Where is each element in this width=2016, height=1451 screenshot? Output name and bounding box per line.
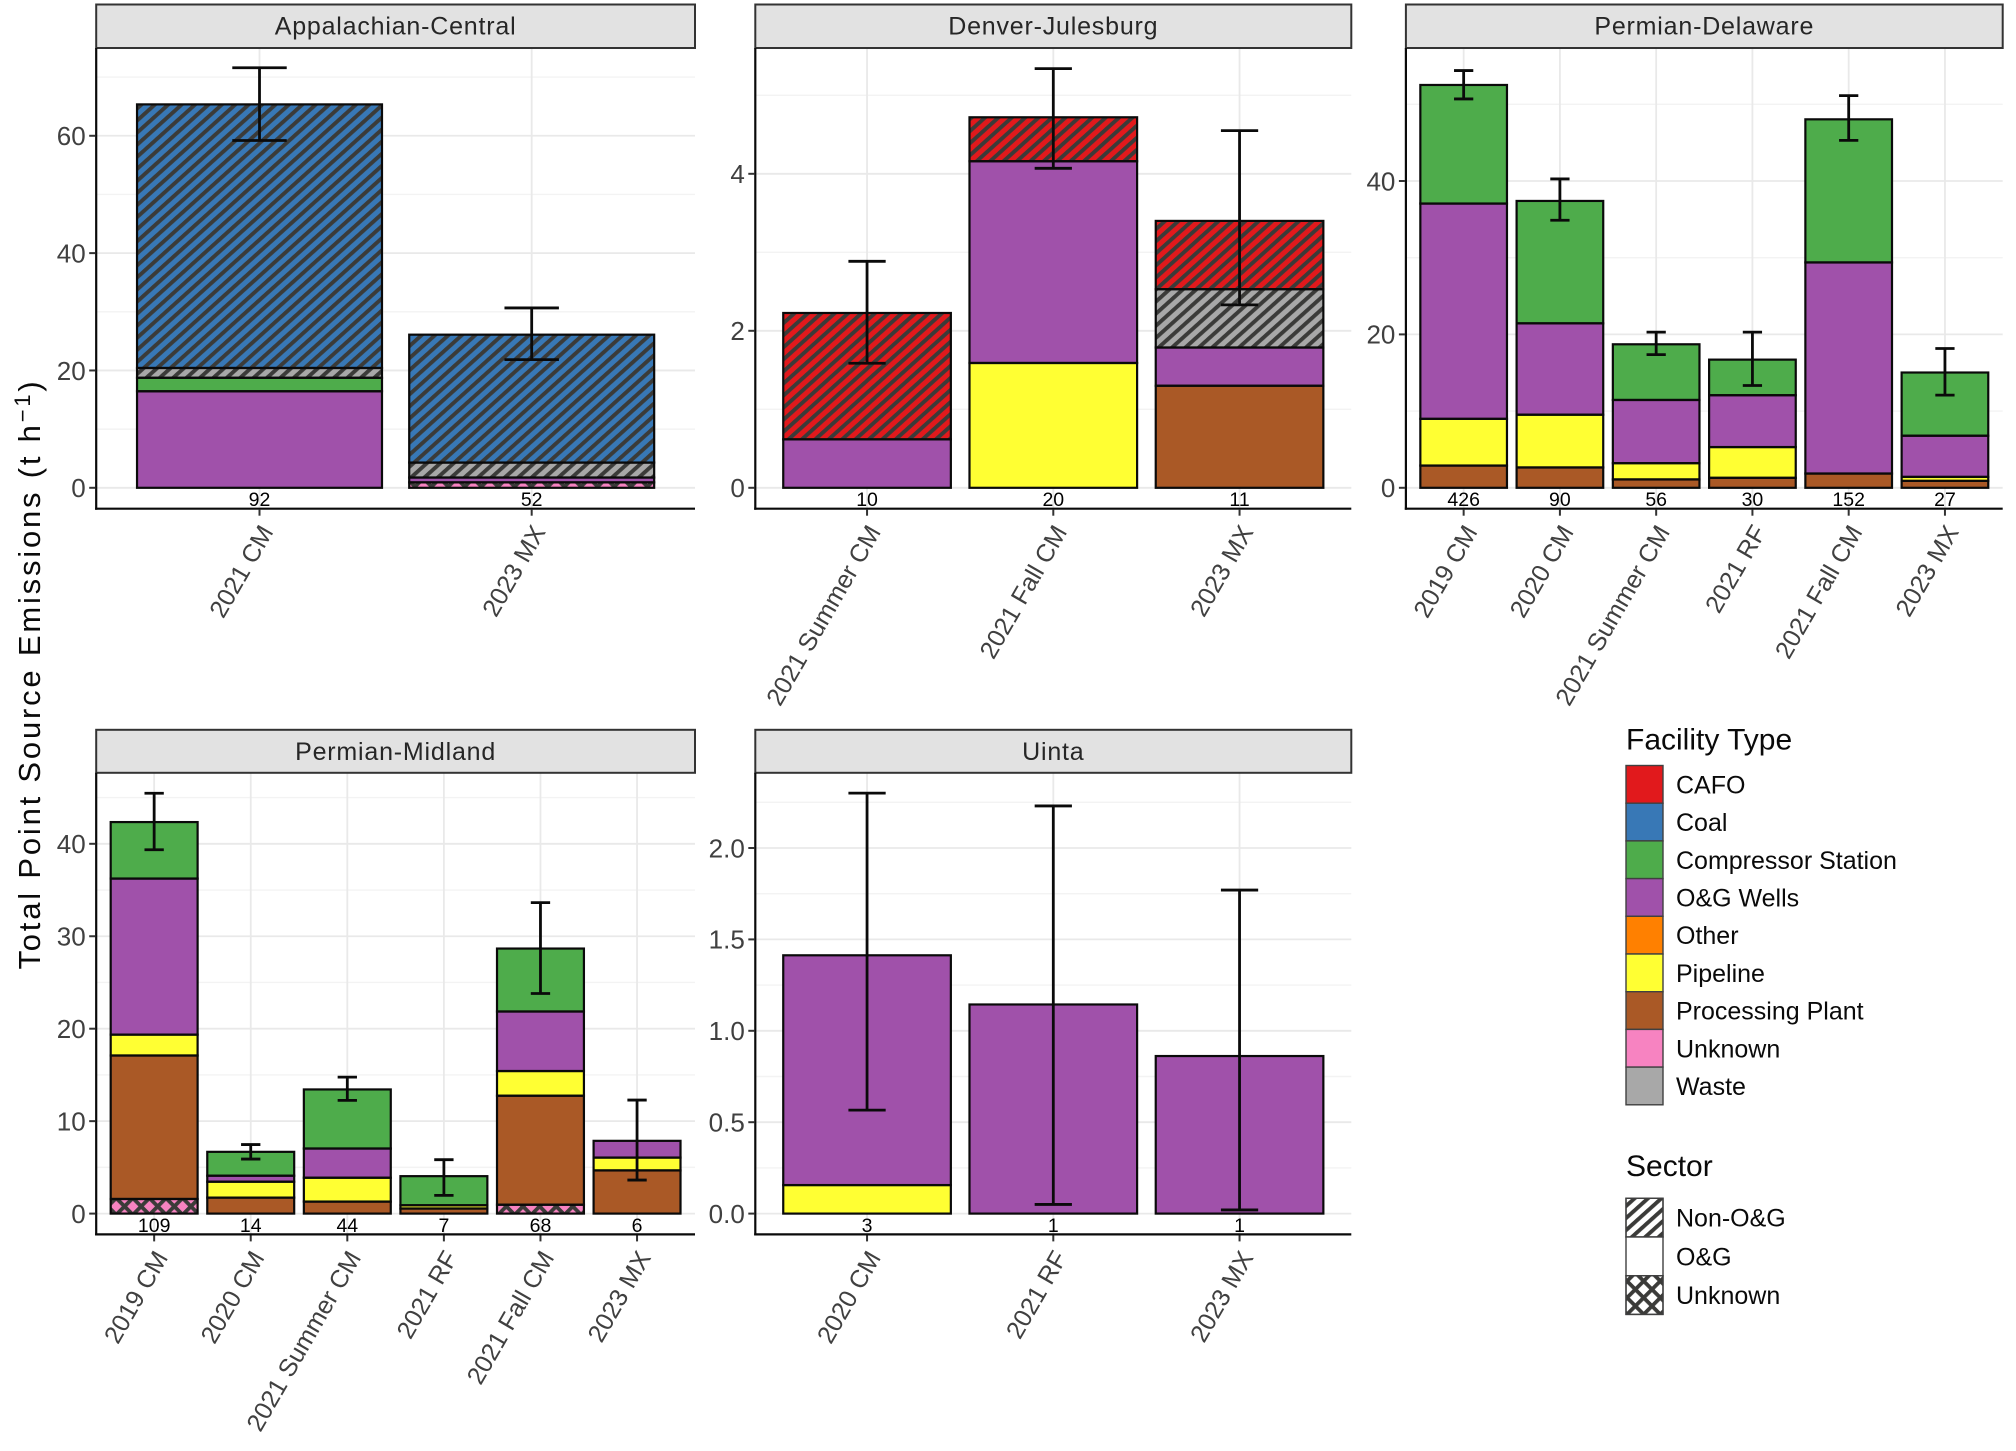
- svg-text:0.5: 0.5: [709, 1108, 745, 1138]
- svg-text:Unknown: Unknown: [1676, 1282, 1780, 1310]
- svg-text:Pipeline: Pipeline: [1676, 960, 1765, 988]
- svg-text:0: 0: [71, 473, 85, 503]
- svg-text:Coal: Coal: [1676, 809, 1727, 837]
- svg-text:20: 20: [1366, 320, 1395, 350]
- svg-text:426: 426: [1447, 489, 1480, 511]
- svg-text:20: 20: [57, 1014, 86, 1044]
- svg-text:0: 0: [71, 1199, 85, 1229]
- svg-text:44: 44: [336, 1215, 358, 1237]
- svg-text:Appalachian-Central: Appalachian-Central: [275, 13, 517, 41]
- svg-text:20: 20: [57, 356, 86, 386]
- svg-text:Facility Type: Facility Type: [1626, 723, 1792, 756]
- svg-text:0: 0: [730, 473, 744, 503]
- svg-text:68: 68: [530, 1215, 552, 1237]
- svg-text:11: 11: [1229, 489, 1249, 511]
- svg-text:30: 30: [57, 922, 86, 952]
- svg-text:Processing Plant: Processing Plant: [1676, 998, 1864, 1026]
- svg-text:90: 90: [1549, 489, 1571, 511]
- svg-text:40: 40: [57, 238, 86, 268]
- svg-text:40: 40: [1366, 166, 1395, 196]
- svg-text:O&G: O&G: [1676, 1243, 1732, 1271]
- svg-text:10: 10: [57, 1106, 86, 1136]
- svg-text:14: 14: [240, 1215, 262, 1237]
- svg-text:1: 1: [1234, 1215, 1245, 1237]
- svg-text:Unknown: Unknown: [1676, 1035, 1780, 1063]
- svg-text:40: 40: [57, 829, 86, 859]
- svg-text:7: 7: [438, 1215, 449, 1237]
- svg-text:92: 92: [249, 489, 271, 511]
- svg-text:0: 0: [1381, 473, 1395, 503]
- svg-text:52: 52: [521, 489, 543, 511]
- svg-text:1: 1: [1048, 1215, 1059, 1237]
- svg-text:30: 30: [1742, 489, 1764, 511]
- svg-text:CAFO: CAFO: [1676, 771, 1745, 799]
- svg-text:6: 6: [632, 1215, 643, 1237]
- svg-text:56: 56: [1645, 489, 1667, 511]
- svg-text:1.0: 1.0: [709, 1016, 745, 1046]
- svg-text:Permian-Delaware: Permian-Delaware: [1594, 13, 1814, 41]
- svg-text:27: 27: [1934, 489, 1956, 511]
- svg-text:10: 10: [856, 489, 878, 511]
- svg-text:Uinta: Uinta: [1022, 738, 1084, 766]
- svg-text:Waste: Waste: [1676, 1073, 1746, 1101]
- svg-text:Non-O&G: Non-O&G: [1676, 1205, 1786, 1233]
- svg-text:3: 3: [862, 1215, 873, 1237]
- svg-text:Total Point Source Emissions (: Total Point Source Emissions (t h−1): [10, 378, 47, 969]
- svg-text:Permian-Midland: Permian-Midland: [295, 738, 496, 766]
- svg-text:Denver-Julesburg: Denver-Julesburg: [948, 13, 1158, 41]
- svg-text:20: 20: [1042, 489, 1064, 511]
- svg-text:O&G Wells: O&G Wells: [1676, 885, 1799, 913]
- svg-text:2.0: 2.0: [709, 833, 745, 863]
- svg-text:60: 60: [57, 121, 86, 151]
- svg-text:0.0: 0.0: [709, 1199, 745, 1229]
- svg-text:Other: Other: [1676, 922, 1739, 950]
- svg-text:4: 4: [730, 159, 744, 189]
- svg-text:109: 109: [138, 1215, 171, 1237]
- svg-text:2: 2: [730, 316, 744, 346]
- svg-text:1.5: 1.5: [709, 925, 745, 955]
- svg-text:Compressor Station: Compressor Station: [1676, 847, 1897, 875]
- svg-text:Sector: Sector: [1626, 1150, 1713, 1183]
- svg-text:152: 152: [1832, 489, 1865, 511]
